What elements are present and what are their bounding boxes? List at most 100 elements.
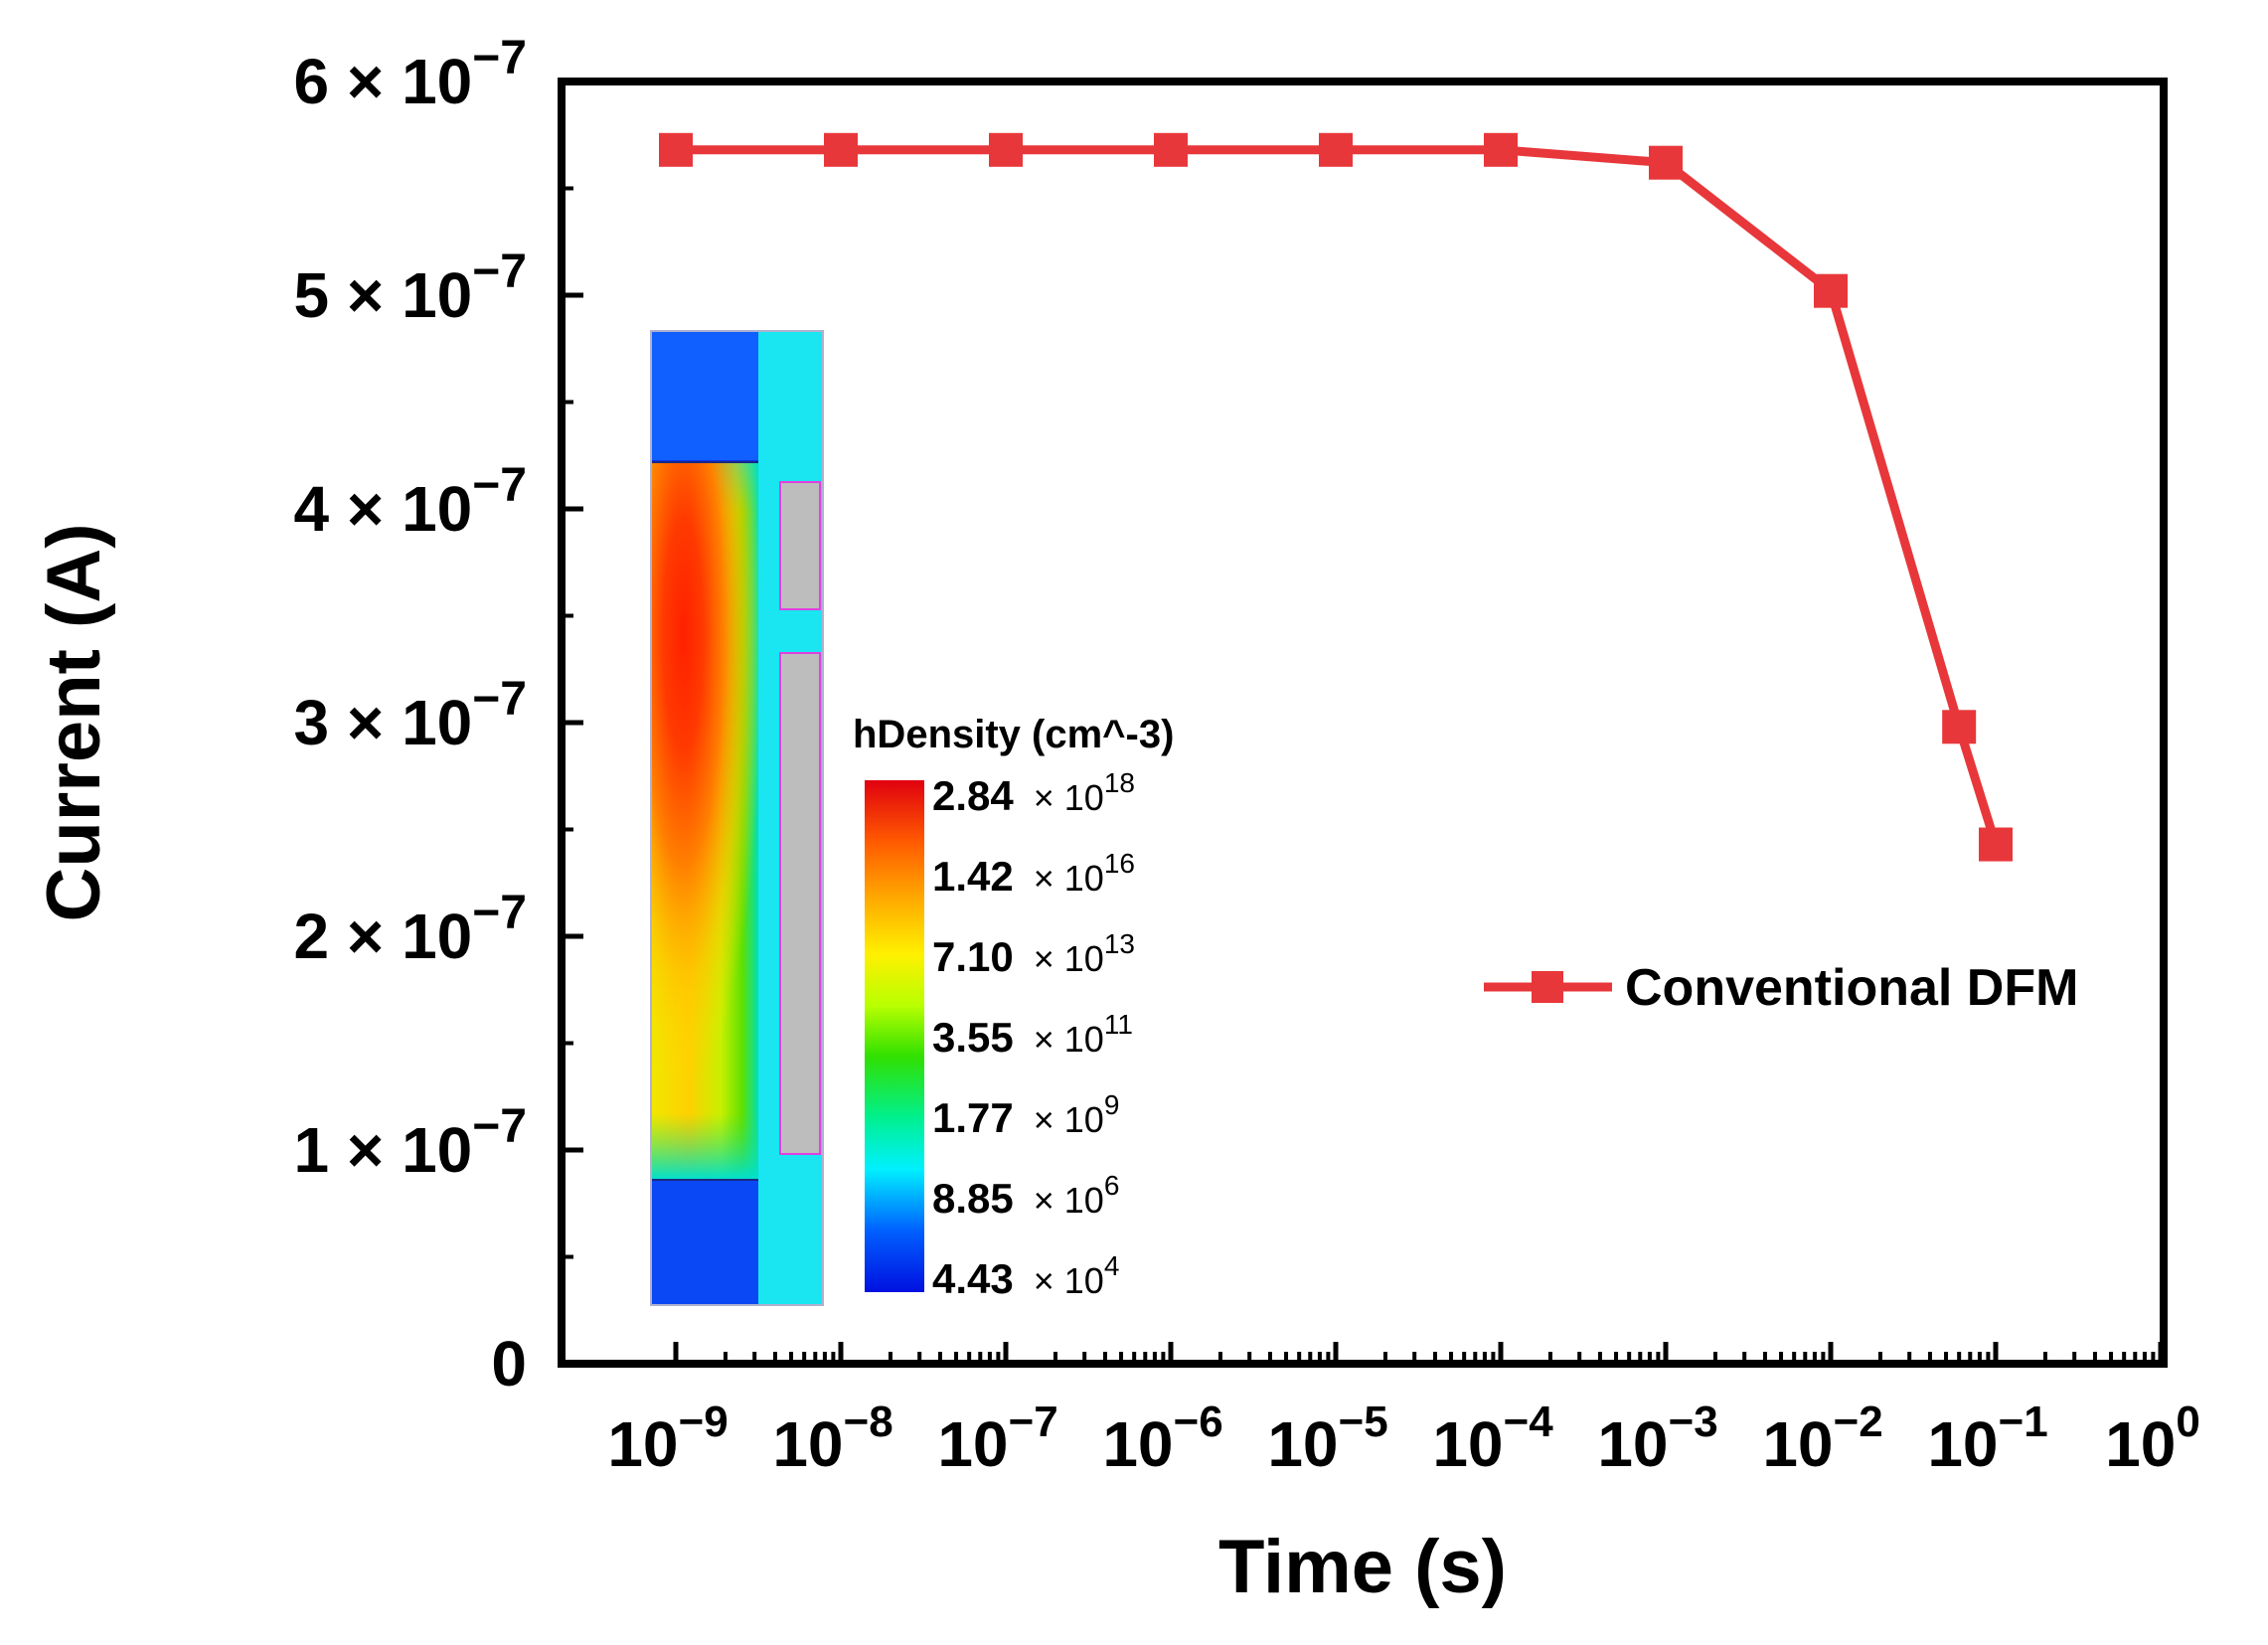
y-tick-exponent: −7: [472, 887, 527, 939]
legend-marker: [1532, 971, 1563, 1003]
series-layer: [659, 132, 2013, 862]
x-tick-label: 10−2: [1762, 1398, 1882, 1480]
colorbar-value: 1.77: [932, 1094, 1014, 1141]
inset-device-map: [650, 330, 824, 1306]
colorbar-exponent: 6: [1104, 1170, 1120, 1201]
x-tick-base: 10: [1432, 1408, 1503, 1480]
x-tick-base: 10: [607, 1408, 678, 1480]
colorbar-base: × 10: [1034, 938, 1104, 979]
colorbar-label: 4.43 × 104: [932, 1250, 1119, 1302]
y-tick-mantissa: 2 × 10: [294, 901, 473, 972]
colorbar-value: 1.42: [932, 853, 1014, 900]
x-tick-label: 10−7: [937, 1398, 1057, 1480]
data-point: [1814, 273, 1848, 308]
inset-border: [650, 330, 824, 1306]
data-point: [659, 132, 693, 167]
x-tick-label: 10−4: [1432, 1398, 1553, 1480]
colorbar-value: 3.55: [932, 1014, 1014, 1061]
y-tick-label: 2 × 10−7: [294, 887, 527, 972]
colorbar-exponent: 18: [1104, 767, 1135, 798]
y-tick-label: 4 × 10−7: [294, 459, 527, 545]
y-tick-exponent: −7: [472, 32, 527, 84]
x-axis-title: Time (s): [1218, 1525, 1507, 1609]
colorbar-value: 8.85: [932, 1175, 1014, 1222]
colorbar-base: × 10: [1034, 1019, 1104, 1060]
x-tick-label: 10−8: [772, 1398, 892, 1480]
x-tick-exponent: −2: [1834, 1398, 1883, 1446]
x-tick-exponent: −4: [1504, 1398, 1554, 1446]
y-tick-label: 6 × 10−7: [294, 32, 527, 117]
data-point: [1319, 132, 1353, 167]
x-tick-exponent: −9: [679, 1398, 729, 1446]
x-tick-exponent: −6: [1174, 1398, 1223, 1446]
colorbar-base: × 10: [1034, 1260, 1104, 1301]
legend-label: Conventional DFM: [1625, 959, 2078, 1017]
x-tick-label: 100: [2105, 1398, 2200, 1480]
x-tick-exponent: −7: [1009, 1398, 1058, 1446]
colorbar-title: hDensity (cm^-3): [853, 713, 1174, 756]
x-tick-label: 10−5: [1267, 1398, 1387, 1480]
y-tick-mantissa: 5 × 10: [294, 259, 473, 331]
y-axis-title: Current (A): [32, 523, 116, 921]
ticks: [562, 79, 2164, 1367]
x-tick-base: 10: [1267, 1408, 1338, 1480]
colorbar-label: 1.77 × 109: [932, 1089, 1119, 1141]
inset-gate-bottom: [779, 652, 821, 1155]
colorbar-label: 7.10 × 1013: [932, 928, 1135, 980]
colorbar-base: × 10: [1034, 1180, 1104, 1221]
x-tick-exponent: −8: [844, 1398, 893, 1446]
y-tick-exponent: −7: [472, 459, 527, 512]
x-tick-label: 10−9: [607, 1398, 728, 1480]
colorbar-value: 7.10: [932, 933, 1014, 980]
colorbar-base: × 10: [1034, 1099, 1104, 1140]
inset-channel-bottom-fade: [651, 1113, 758, 1180]
y-tick-mantissa: 6 × 10: [294, 46, 473, 117]
y-tick-label: 5 × 10−7: [294, 246, 527, 331]
data-point: [1979, 827, 2013, 862]
x-tick-base: 10: [1762, 1408, 1833, 1480]
colorbar-label: 2.84 × 1018: [932, 767, 1135, 819]
y-tick-mantissa: 4 × 10: [294, 473, 473, 545]
colorbar-exponent: 16: [1104, 848, 1135, 879]
y-tick-labels: 01 × 10−72 × 10−73 × 10−74 × 10−75 × 10−…: [294, 32, 527, 1399]
x-tick-exponent: −3: [1669, 1398, 1718, 1446]
y-tick-exponent: −7: [472, 673, 527, 726]
data-point: [824, 132, 858, 167]
data-point: [1942, 710, 1977, 744]
colorbar-base: × 10: [1034, 777, 1104, 818]
inset-top-band: [651, 331, 758, 460]
data-point: [989, 132, 1023, 167]
data-point: [1649, 145, 1683, 180]
colorbar-exponent: 11: [1104, 1009, 1133, 1040]
x-tick-label: 10−1: [1927, 1398, 2047, 1480]
x-tick-base: 10: [772, 1408, 843, 1480]
y-tick-mantissa: 3 × 10: [294, 687, 473, 758]
series-line: [676, 145, 2001, 846]
x-tick-exponent: 0: [2176, 1398, 2199, 1446]
y-tick-exponent: −7: [472, 1100, 527, 1153]
legend: Conventional DFM: [1484, 959, 2078, 1017]
colorbar-label: 8.85 × 106: [932, 1170, 1119, 1222]
inset-gate-top: [779, 481, 821, 610]
colorbar-value: 4.43: [932, 1255, 1014, 1302]
x-tick-base: 10: [1597, 1408, 1668, 1480]
y-tick-label: 0: [491, 1328, 527, 1399]
x-tick-base: 10: [937, 1408, 1008, 1480]
colorbar-exponent: 9: [1104, 1089, 1120, 1120]
y-tick-label: 1 × 10−7: [294, 1100, 527, 1186]
y-tick-label: 3 × 10−7: [294, 673, 527, 758]
inset-bottom-band: [651, 1180, 758, 1305]
x-tick-base: 10: [1927, 1408, 1998, 1480]
data-point: [1484, 132, 1518, 167]
x-tick-labels: 10−9 10−8 10−7 10−6 10−5 10−4 10−3 10−2 10−1 100: [607, 1398, 2200, 1480]
colorbar-scale: [865, 780, 924, 1292]
colorbar-exponent: 4: [1104, 1250, 1120, 1281]
colorbar-label: 1.42 × 1016: [932, 848, 1135, 900]
colorbar-base: × 10: [1034, 858, 1104, 899]
x-tick-label: 10−6: [1102, 1398, 1222, 1480]
x-tick-label: 10−3: [1597, 1398, 1717, 1480]
y-tick-exponent: −7: [472, 246, 527, 298]
